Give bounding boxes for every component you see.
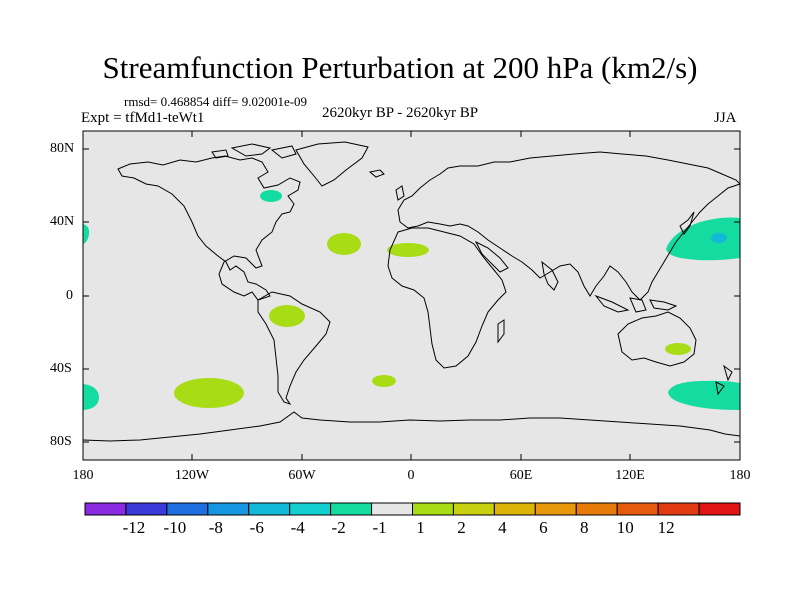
colorbar-label: 6 — [539, 518, 548, 537]
anomaly-australia — [665, 343, 691, 355]
anomaly-west-edge-south — [83, 384, 99, 410]
lat-tick-80n: 80N — [50, 141, 75, 156]
colorbar-swatch — [534, 502, 577, 516]
stats-text: rmsd= 0.468854 diff= 9.02001e-09 — [124, 94, 308, 109]
colorbar — [84, 502, 741, 516]
colorbar-swatch — [371, 502, 413, 516]
colorbar-label: 4 — [498, 518, 507, 537]
colorbar-swatch — [657, 502, 700, 516]
anomaly-patches — [83, 190, 740, 410]
anomaly-northwest-pacific-core — [711, 233, 727, 243]
map-title: Streamfunction Perturbation at 200 hPa (… — [102, 50, 698, 85]
colorbar-swatch — [125, 502, 168, 516]
lon-tick-180w: 180 — [72, 468, 94, 483]
colorbar-label: 1 — [416, 518, 425, 537]
colorbar-label: -8 — [208, 518, 223, 537]
colorbar-label: 12 — [657, 518, 675, 537]
period-label: 2620kyr BP - 2620kyr BP — [322, 105, 479, 121]
lat-tick-40n: 40N — [50, 214, 75, 229]
anomaly-west-pacific-40n — [83, 224, 90, 244]
lat-tick-40s: 40S — [50, 361, 72, 376]
coastlines — [82, 141, 741, 442]
coast-arctic-islands — [211, 143, 297, 159]
colorbar-swatch — [698, 502, 741, 516]
anomaly-south-atlantic — [372, 375, 396, 387]
colorbar-swatch — [452, 502, 495, 516]
coast-united-kingdom — [395, 185, 405, 201]
colorbar-swatch — [575, 502, 618, 516]
colorbar-swatch — [84, 502, 127, 516]
coast-new-zealand — [715, 364, 733, 396]
lon-tick-0: 0 — [407, 468, 415, 483]
anomaly-hudson — [260, 190, 282, 202]
coast-africa — [387, 227, 507, 369]
anomaly-atlantic-30n — [327, 233, 361, 255]
coast-south-america — [257, 291, 331, 405]
colorbar-label: 8 — [580, 518, 589, 537]
colorbar-swatch — [166, 502, 209, 516]
colorbar-label: -12 — [122, 518, 146, 537]
colorbar-swatch — [493, 502, 536, 516]
anomaly-north-africa — [387, 243, 429, 257]
anomaly-northwest-pacific — [666, 217, 740, 261]
tick-marks — [83, 131, 740, 460]
colorbar-label: 10 — [616, 518, 634, 537]
lon-tick-60w: 60W — [288, 468, 316, 483]
coast-north-america — [117, 155, 301, 301]
colorbar-swatch — [207, 502, 250, 516]
coast-arabia-india — [474, 240, 559, 291]
colorbar-label: 2 — [457, 518, 466, 537]
season-label: JJA — [714, 110, 737, 126]
lat-tick-0: 0 — [66, 288, 73, 303]
colorbar-label: -10 — [163, 518, 187, 537]
colorbar-swatch — [330, 502, 373, 516]
lon-tick-120w: 120W — [174, 468, 210, 483]
anomaly-south-pacific — [174, 378, 244, 408]
coast-madagascar — [497, 319, 505, 344]
experiment-label: Expt = tfMd1-teWt1 — [81, 110, 205, 126]
coast-antarctica — [82, 411, 741, 442]
colorbar-swatch — [616, 502, 659, 516]
anomaly-south-america — [269, 305, 305, 327]
colorbar-swatch — [412, 502, 454, 516]
colorbar-label: -1 — [372, 518, 387, 537]
coast-iceland — [368, 169, 385, 178]
coast-greenland — [295, 141, 369, 187]
coast-japan — [679, 211, 695, 235]
map-background — [83, 131, 740, 460]
colorbar-swatch — [248, 502, 291, 516]
lon-tick-120e: 120E — [615, 468, 645, 483]
lon-tick-180e: 180 — [729, 468, 751, 483]
colorbar-label: -6 — [249, 518, 264, 537]
colorbar-swatch — [289, 502, 332, 516]
colorbar-label: -2 — [331, 518, 346, 537]
coast-indonesia — [594, 294, 678, 313]
colorbar-label: -4 — [290, 518, 305, 537]
coast-australia — [617, 311, 697, 367]
coast-eurasia — [397, 151, 741, 301]
lat-tick-80s: 80S — [50, 434, 72, 449]
lon-tick-60e: 60E — [509, 468, 533, 483]
